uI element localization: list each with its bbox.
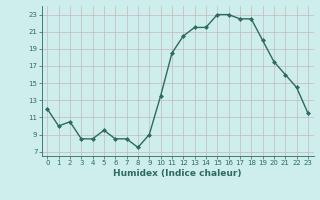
- X-axis label: Humidex (Indice chaleur): Humidex (Indice chaleur): [113, 169, 242, 178]
